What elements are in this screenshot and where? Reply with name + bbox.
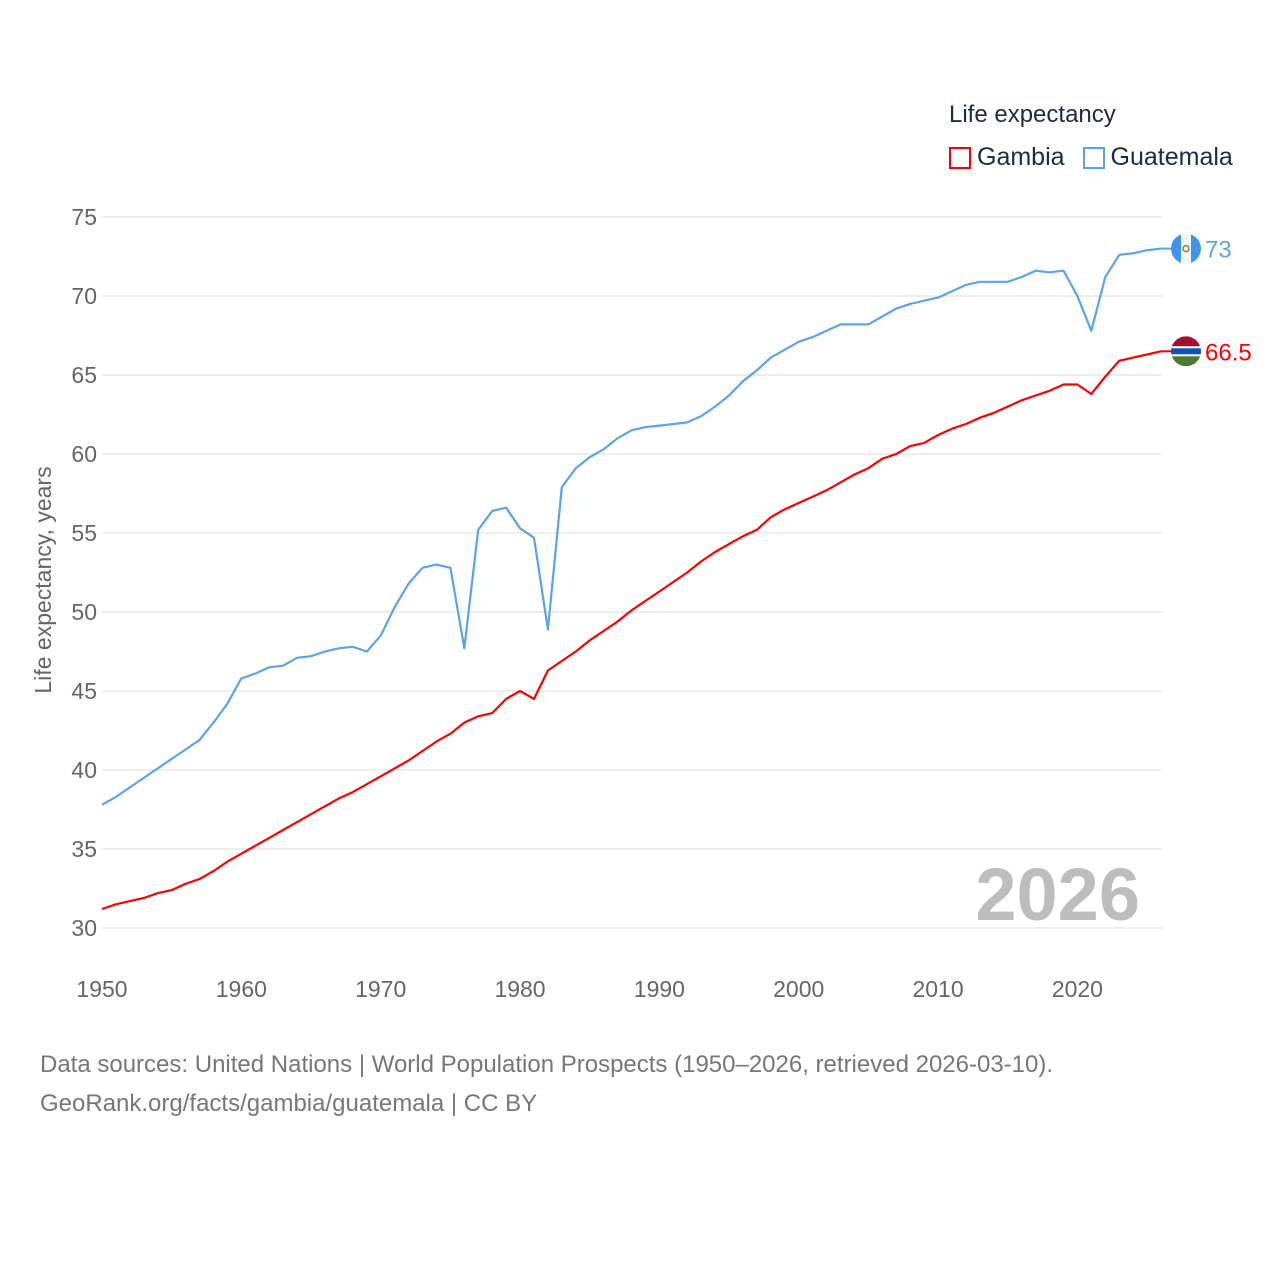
legend-label: Gambia xyxy=(977,143,1065,171)
legend-item-gambia[interactable]: Gambia xyxy=(949,143,1065,172)
flag-body xyxy=(1171,336,1201,367)
year-watermark: 2026 xyxy=(975,853,1140,936)
y-tick-label: 50 xyxy=(71,599,97,625)
x-tick-label: 1980 xyxy=(494,976,545,1002)
end-value-label: 73 xyxy=(1205,237,1232,264)
y-tick-label: 70 xyxy=(71,283,97,309)
guatemala-flag-icon xyxy=(1171,233,1201,264)
flag-emblem xyxy=(1182,244,1190,253)
x-tick-label: 2010 xyxy=(912,976,963,1002)
gambia-flag-icon xyxy=(1171,336,1201,367)
gambia-swatch xyxy=(949,146,971,169)
y-tick-label: 35 xyxy=(71,836,97,862)
flag-body xyxy=(1171,233,1201,264)
flag-stripe xyxy=(1171,336,1201,347)
y-tick-label: 55 xyxy=(71,520,97,546)
x-tick-label: 1950 xyxy=(76,976,127,1002)
data-source-text: Data sources: United Nations | World Pop… xyxy=(40,1051,1054,1078)
flag-stripe xyxy=(1171,233,1181,264)
flag-stripe xyxy=(1191,233,1201,264)
series-line-guatemala xyxy=(101,247,1162,806)
attribution-link[interactable]: GeoRank.org/facts/gambia/guatemala | CC … xyxy=(40,1090,538,1117)
flag-stripe xyxy=(1171,348,1201,355)
x-tick-label: 2020 xyxy=(1052,976,1103,1002)
legend-item-guatemala[interactable]: Guatemala xyxy=(1082,143,1233,172)
y-axis-title: Life expectancy, years xyxy=(30,466,56,693)
y-tick-label: 65 xyxy=(71,362,97,388)
series-line-gambia xyxy=(101,350,1162,911)
flag-stripe xyxy=(1181,233,1191,264)
flag-stripe xyxy=(1171,356,1201,367)
footer: Data sources: United Nations | World Pop… xyxy=(40,1045,1053,1123)
guatemala-swatch xyxy=(1082,146,1105,169)
legend-label: Guatemala xyxy=(1110,143,1233,171)
legend-title: Life expectancy xyxy=(949,101,1116,128)
legend: Gambia Guatemala xyxy=(949,143,1251,172)
y-tick-label: 30 xyxy=(71,915,97,941)
x-tick-label: 2000 xyxy=(773,976,824,1002)
x-tick-label: 1960 xyxy=(216,976,267,1002)
x-tick-label: 1990 xyxy=(634,976,685,1002)
y-tick-label: 60 xyxy=(71,441,97,467)
y-tick-label: 75 xyxy=(71,204,97,230)
x-tick-label: 1970 xyxy=(355,976,406,1002)
end-value-label: 66.5 xyxy=(1205,339,1252,366)
y-tick-label: 45 xyxy=(71,678,97,704)
y-tick-label: 40 xyxy=(71,757,97,783)
